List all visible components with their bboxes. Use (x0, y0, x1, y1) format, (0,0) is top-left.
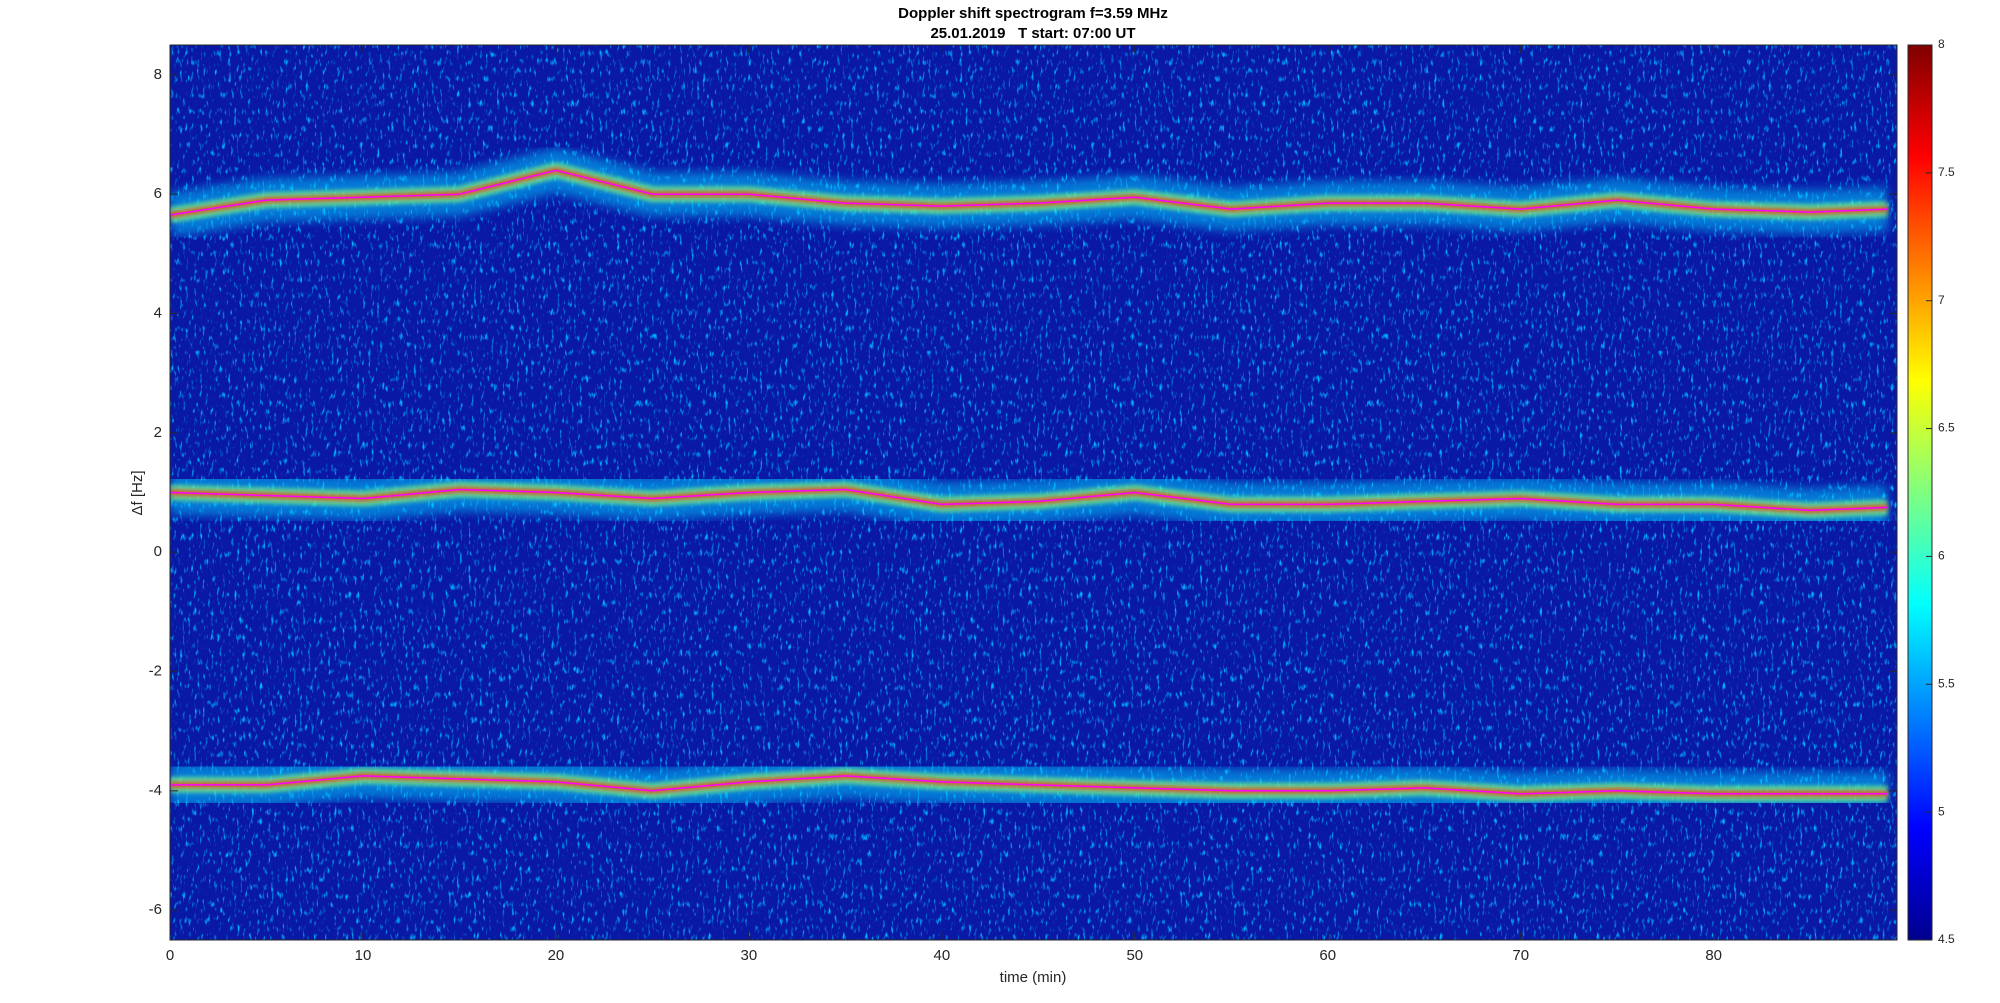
y-tick-label: -2 (149, 662, 162, 679)
y-axis-label: Δf [Hz] (129, 470, 146, 515)
trace-line (170, 488, 1888, 512)
x-tick-label: 70 (1512, 947, 1529, 964)
x-tick-label: 10 (355, 947, 372, 964)
y-tick-label: -6 (149, 901, 162, 918)
x-tick-label: 30 (741, 947, 758, 964)
chart-subtitle: 25.01.2019 T start: 07:00 UT (930, 25, 1135, 42)
y-tick-label: 4 (154, 304, 162, 321)
colorbar-tick-label: 6.5 (1938, 421, 1955, 435)
colorbar-tick-label: 7 (1938, 293, 1945, 307)
trace-line (170, 169, 1888, 216)
colorbar-tick-label: 6 (1938, 549, 1945, 563)
colorbar-tick-label: 4.5 (1938, 932, 1955, 946)
x-tick-label: 20 (548, 947, 565, 964)
colorbar-tick-label: 8 (1938, 37, 1945, 51)
y-tick-label: 8 (154, 66, 162, 83)
colorbar (1907, 44, 1933, 941)
x-tick-label: 0 (166, 947, 174, 964)
x-tick-label: 40 (933, 947, 950, 964)
colorbar-tick-label: 5 (1938, 804, 1945, 818)
x-axis-label: time (min) (1000, 969, 1067, 986)
trace-line (170, 775, 1888, 795)
plot-frame (169, 44, 1898, 941)
chart-title: Doppler shift spectrogram f=3.59 MHz (898, 5, 1168, 22)
y-tick-label: -4 (149, 782, 162, 799)
x-tick-label: 60 (1319, 947, 1336, 964)
y-tick-label: 0 (154, 543, 162, 560)
colorbar-tick-label: 5.5 (1938, 676, 1955, 690)
x-tick-label: 50 (1126, 947, 1143, 964)
x-tick-label: 80 (1705, 947, 1722, 964)
colorbar-tick-label: 7.5 (1938, 165, 1955, 179)
plot-area (170, 148, 1889, 816)
y-tick-label: 6 (154, 185, 162, 202)
y-tick-label: 2 (154, 424, 162, 441)
